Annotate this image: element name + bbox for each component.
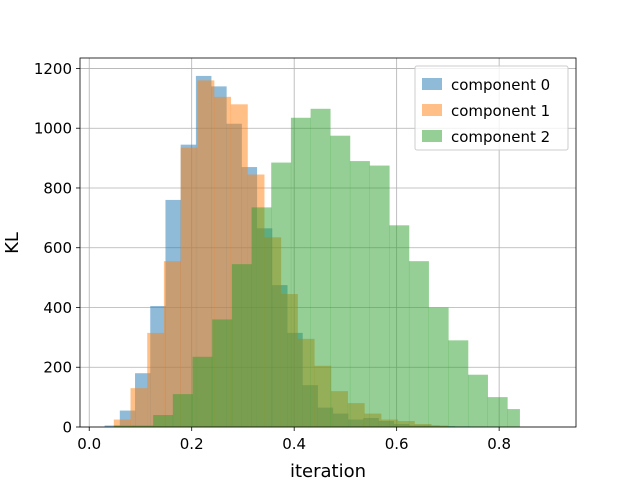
x-tick-label: 0.6	[385, 435, 409, 453]
y-axis-ticks: 0 200 400 600 800 1000 1200	[34, 60, 80, 437]
y-tick-label: 200	[43, 359, 72, 377]
histogram-bar	[232, 264, 252, 427]
y-axis-label: KL	[2, 232, 23, 254]
histogram-bar	[173, 394, 193, 427]
histogram-bar	[193, 357, 213, 427]
histogram-bar	[147, 333, 164, 427]
histogram-bar	[350, 161, 370, 427]
x-tick-label: 0.2	[180, 435, 204, 453]
histogram-bar	[291, 118, 311, 427]
histogram-bar	[488, 397, 508, 427]
y-tick-label: 600	[43, 239, 72, 257]
y-tick-label: 1200	[34, 60, 72, 78]
y-tick-label: 1000	[34, 120, 72, 138]
x-tick-label: 0.8	[487, 435, 511, 453]
histogram-bar	[153, 415, 173, 427]
legend-label: component 1	[451, 102, 550, 120]
histogram-bar	[330, 136, 350, 427]
histogram-bar	[271, 163, 291, 427]
legend-label: component 2	[451, 128, 550, 146]
histogram-bar	[370, 166, 390, 427]
histogram-bar	[429, 307, 449, 427]
x-axis-ticks: 0.0 0.2 0.4 0.6 0.8	[77, 427, 511, 453]
histogram-bar	[212, 319, 232, 427]
y-tick-label: 800	[43, 179, 72, 197]
histogram-bar	[252, 207, 272, 427]
histogram-bar	[311, 109, 331, 427]
x-axis-label: iteration	[290, 461, 366, 480]
legend: component 0 component 1 component 2	[415, 66, 568, 150]
legend-swatch	[422, 104, 442, 116]
y-tick-label: 0	[62, 419, 72, 437]
legend-label: component 0	[451, 76, 550, 94]
y-tick-label: 400	[43, 299, 72, 317]
histogram-bar	[389, 225, 409, 427]
histogram-bar	[468, 375, 488, 427]
histogram-bar	[131, 388, 148, 427]
legend-swatch	[422, 78, 442, 90]
histogram-bar	[448, 340, 468, 427]
x-tick-label: 0.4	[282, 435, 306, 453]
histogram-bar	[409, 261, 429, 427]
histogram-bar	[507, 409, 520, 427]
x-tick-label: 0.0	[77, 435, 101, 453]
legend-swatch	[422, 130, 442, 142]
